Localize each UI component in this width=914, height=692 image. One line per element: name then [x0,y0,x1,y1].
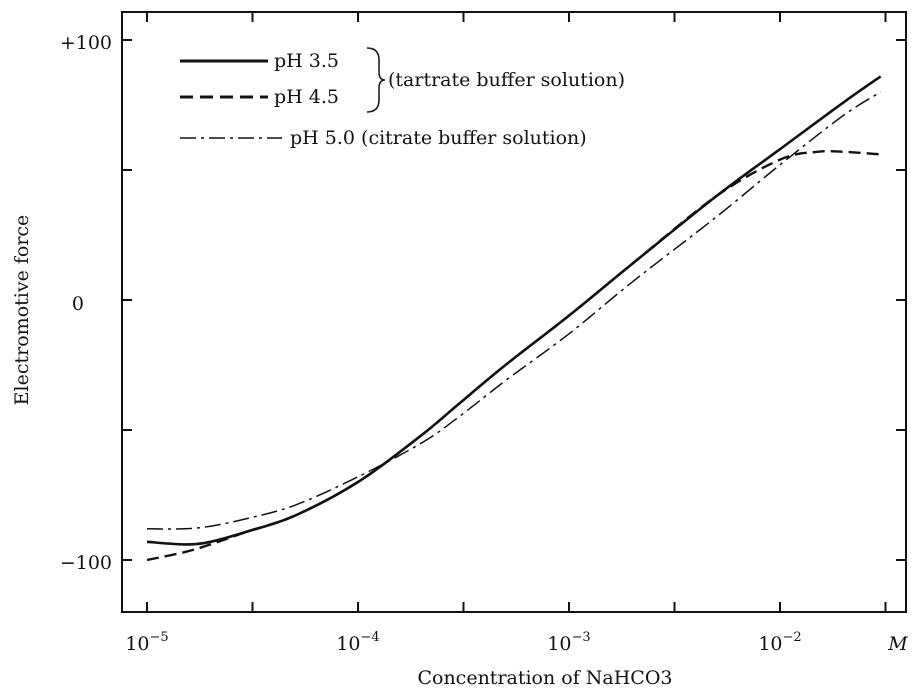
y-tick-label-neg100: −100 [60,552,112,574]
y-axis-title: Electromotive force [11,215,33,406]
y-tick-label-100: +100 [60,32,112,54]
axis-ticks [122,12,906,612]
x-tick-label-1e-5: 10−5 [125,630,168,655]
y-tick-label-0: 0 [72,293,84,315]
x-tick-label-1e-3: 10−3 [547,630,590,655]
legend-group-note: (tartrate buffer solution) [388,69,625,91]
legend-label-ph45: pH 4.5 [274,86,339,108]
x-unit-label: M [887,633,908,655]
legend-label-ph50: pH 5.0 (citrate buffer solution) [290,127,587,149]
series-lines [146,75,882,562]
series-line-2 [146,149,881,562]
x-axis-title: Concentration of NaHCO3 [417,667,672,689]
plot-frame [121,11,907,613]
series-line-3 [146,91,882,530]
x-tick-label-1e-4: 10−4 [336,630,379,655]
x-tick-label-1e-2: 10−2 [758,630,801,655]
legend-label-ph35: pH 3.5 [274,50,339,72]
legend-brace [366,47,386,113]
legend: pH 3.5 pH 4.5 (tartrate buffer solution)… [180,47,625,149]
